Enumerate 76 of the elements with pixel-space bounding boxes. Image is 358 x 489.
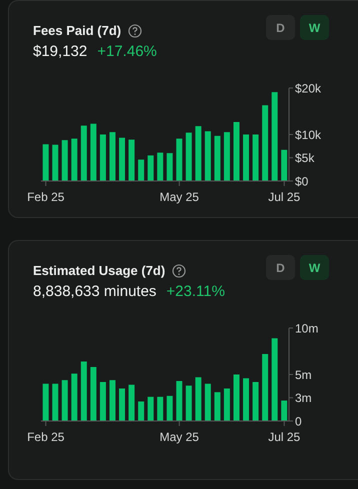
text: +23.11% bbox=[166, 283, 225, 300]
bar bbox=[195, 377, 202, 421]
bar bbox=[80, 126, 87, 181]
text: +17.46% bbox=[97, 43, 157, 60]
bar bbox=[176, 381, 182, 421]
y-tick-label: 0 bbox=[295, 414, 302, 428]
bar bbox=[109, 132, 116, 181]
text: W bbox=[300, 15, 329, 40]
text: D bbox=[266, 15, 295, 40]
bar bbox=[119, 388, 126, 421]
x-tick-label: Jul 25 bbox=[268, 430, 301, 444]
x-tick-label: May 25 bbox=[160, 190, 200, 204]
bar bbox=[100, 382, 106, 421]
bar bbox=[262, 105, 268, 181]
chart-subtitle: 8,838,633 minutes bbox=[33, 283, 156, 300]
x-tick-label: May 25 bbox=[160, 430, 200, 444]
y-tick-label: 10m bbox=[295, 321, 318, 336]
bar bbox=[166, 396, 173, 421]
bar bbox=[214, 392, 220, 421]
bar bbox=[204, 131, 211, 181]
bar bbox=[80, 361, 87, 421]
y-tick-label: $5k bbox=[295, 151, 316, 166]
y-tick-label: $10k bbox=[295, 128, 322, 142]
chart-title: Fees Paid (7d) bbox=[33, 23, 122, 38]
bar bbox=[148, 396, 154, 421]
bar bbox=[252, 382, 259, 421]
x-tick-label: Feb 25 bbox=[27, 190, 65, 204]
bar bbox=[224, 388, 230, 421]
bar bbox=[138, 160, 144, 181]
bar bbox=[157, 152, 164, 181]
bar bbox=[71, 138, 78, 181]
bar bbox=[262, 354, 268, 421]
bar bbox=[109, 380, 116, 421]
bar bbox=[281, 400, 288, 421]
bar bbox=[90, 124, 96, 181]
bar bbox=[186, 132, 192, 181]
bar bbox=[62, 380, 68, 421]
bar bbox=[42, 384, 49, 421]
bar bbox=[157, 396, 164, 421]
bar bbox=[252, 134, 259, 181]
bar bbox=[272, 338, 278, 421]
y-tick-label: $20k bbox=[295, 81, 322, 96]
bar bbox=[243, 378, 250, 421]
y-tick-label: 5m bbox=[295, 368, 312, 382]
text: D bbox=[266, 255, 295, 280]
bar bbox=[52, 384, 58, 421]
text: W bbox=[300, 255, 329, 280]
bar bbox=[204, 384, 211, 421]
bar bbox=[224, 132, 230, 181]
bar bbox=[176, 138, 182, 181]
bar bbox=[90, 367, 96, 421]
bar bbox=[128, 384, 135, 421]
bar bbox=[62, 140, 68, 181]
bar bbox=[195, 126, 202, 181]
bar bbox=[52, 144, 58, 181]
chart-title: Estimated Usage (7d) bbox=[33, 263, 166, 278]
y-tick-label: $0 bbox=[295, 174, 309, 188]
bar bbox=[186, 386, 192, 421]
bar bbox=[42, 144, 49, 181]
bar bbox=[272, 92, 278, 181]
bar bbox=[148, 155, 154, 181]
bar bbox=[138, 401, 144, 421]
bar bbox=[281, 150, 288, 181]
x-tick-label: Feb 25 bbox=[27, 430, 65, 444]
bar bbox=[233, 374, 240, 421]
bar bbox=[71, 374, 78, 421]
bar bbox=[166, 153, 173, 181]
chart-subtitle: $19,132 bbox=[33, 43, 88, 60]
bar bbox=[214, 136, 220, 181]
bar bbox=[128, 140, 135, 181]
bar bbox=[100, 134, 106, 181]
bar bbox=[119, 138, 126, 181]
bar bbox=[243, 134, 250, 181]
x-tick-label: Jul 25 bbox=[268, 190, 301, 204]
y-tick-label: 3m bbox=[295, 391, 312, 406]
bar bbox=[233, 122, 240, 181]
